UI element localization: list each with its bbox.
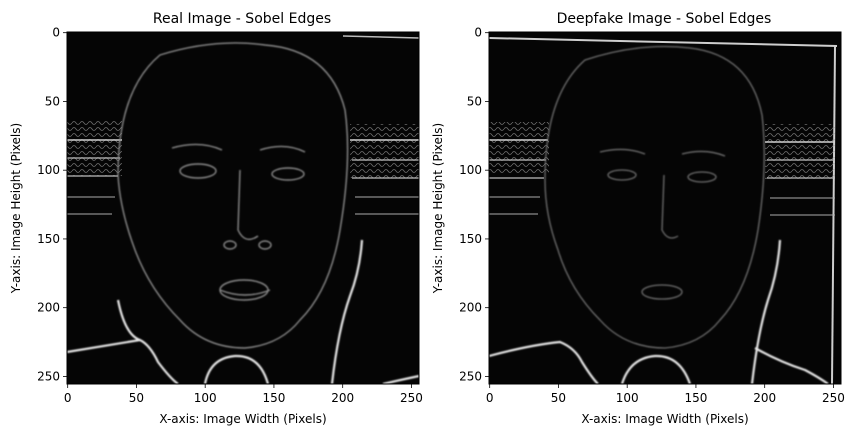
x-tick-label: 50: [129, 391, 144, 405]
x-tick-label: 200: [753, 391, 776, 405]
y-axis-label: Y-axis: Image Height (Pixels): [9, 123, 23, 294]
edge-image: [488, 32, 841, 385]
y-tick-label: 100: [459, 163, 482, 177]
x-tick-label: 100: [194, 391, 217, 405]
x-tick-label: 100: [616, 391, 639, 405]
axes-frame: [488, 31, 842, 385]
y-tick-label: 100: [37, 163, 60, 177]
x-tick-label: 150: [684, 391, 707, 405]
y-tick-label: 50: [45, 94, 60, 108]
y-tick-label: 50: [467, 94, 482, 108]
x-tick-label: 200: [331, 391, 354, 405]
x-tick-label: 50: [551, 391, 566, 405]
tick-group: 0 50 100 150 200 250 0 50 100 150 200 250: [37, 26, 423, 405]
x-tick-label: 250: [822, 391, 845, 405]
y-tick-label: 0: [52, 26, 60, 40]
x-tick-label: 0: [486, 391, 494, 405]
tick-group: 0 50 100 150 200 250 0 50 100 150 200 250: [459, 26, 845, 405]
x-axis-label: X-axis: Image Width (Pixels): [581, 412, 748, 426]
y-tick-label: 250: [459, 369, 482, 383]
panel-deepfake: Deepfake Image - Sobel Edges: [431, 11, 845, 426]
x-tick-label: 0: [64, 391, 72, 405]
y-axis-label: Y-axis: Image Height (Pixels): [431, 123, 445, 294]
x-axis-label: X-axis: Image Width (Pixels): [159, 412, 326, 426]
x-tick-label: 250: [400, 391, 423, 405]
panel-real: Real Image - Sobel Edges: [9, 11, 423, 426]
y-tick-label: 200: [459, 301, 482, 315]
edge-image: [66, 32, 420, 386]
panel-title: Real Image - Sobel Edges: [153, 11, 331, 27]
y-tick-label: 250: [37, 369, 60, 383]
y-tick-label: 150: [459, 232, 482, 246]
y-tick-label: 200: [37, 301, 60, 315]
axes-frame: [66, 31, 420, 385]
y-tick-label: 150: [37, 232, 60, 246]
x-tick-label: 150: [262, 391, 285, 405]
panel-title: Deepfake Image - Sobel Edges: [557, 11, 772, 27]
y-tick-label: 0: [474, 26, 482, 40]
